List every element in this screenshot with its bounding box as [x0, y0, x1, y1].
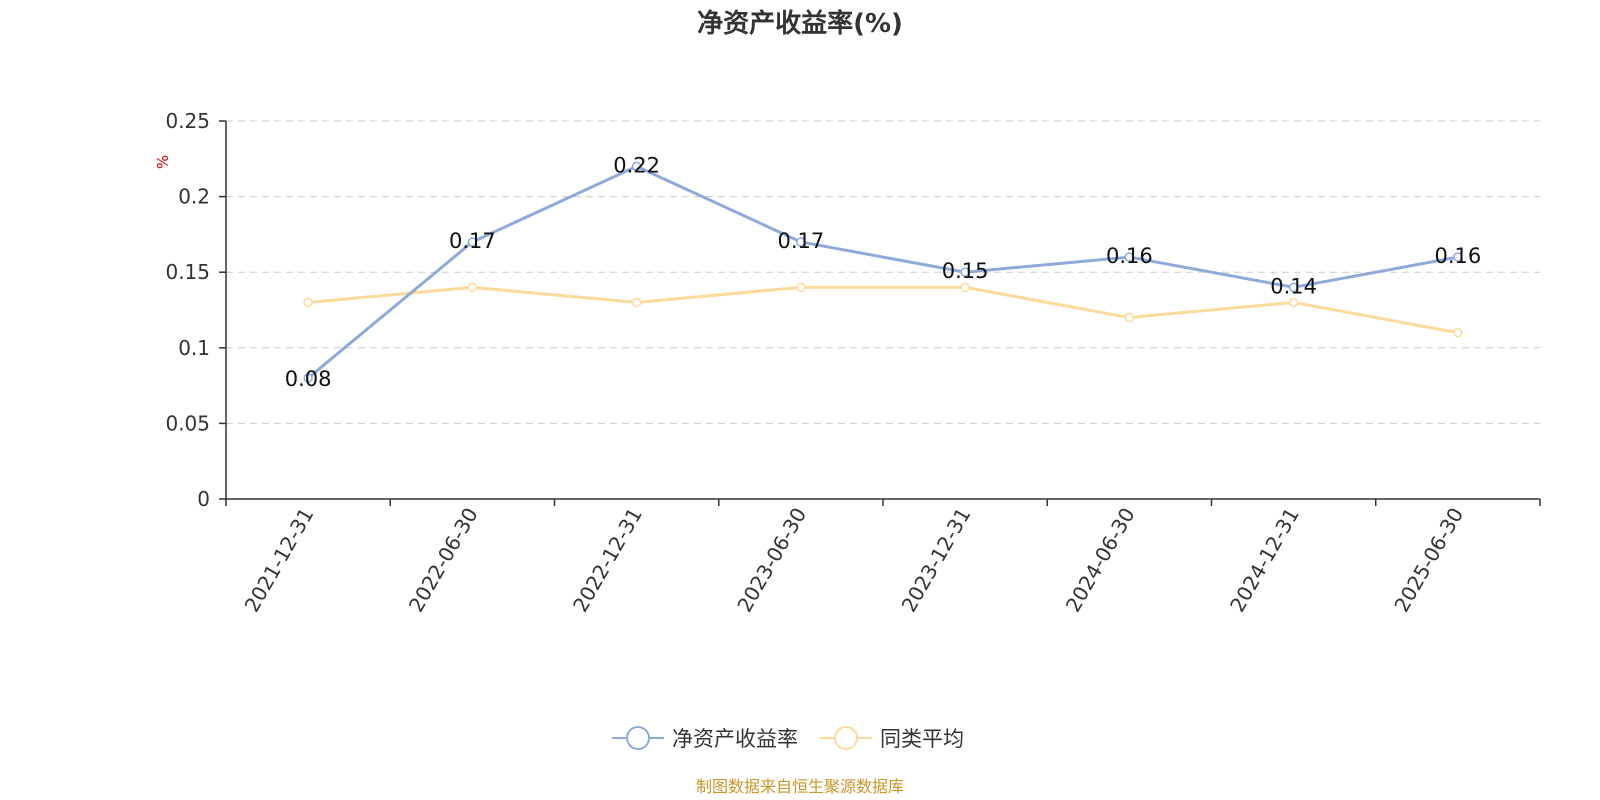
- axes: 0 0.05 0.1 0.15 0.2 0.25 2021-12-31 2022-06-30 2…: [165, 109, 1541, 617]
- legend-marker: [834, 726, 858, 750]
- data-point[interactable]: [467, 237, 478, 247]
- data-point[interactable]: [303, 373, 313, 383]
- data-point[interactable]: [1453, 252, 1463, 262]
- data-point[interactable]: [467, 282, 478, 293]
- data-label: 0.15: [942, 259, 989, 283]
- data-point[interactable]: [1288, 282, 1299, 293]
- grid-lines: [226, 120, 1540, 424]
- data-labels: 0.08 0.17 0.22 0.17 0.15 0.16 0.14 0.16: [285, 153, 1482, 391]
- data-label: 0.14: [1270, 274, 1317, 298]
- data-label: 0.16: [1434, 244, 1481, 268]
- data-point[interactable]: [796, 282, 806, 293]
- x-tick-label: 2022-06-30: [404, 504, 483, 617]
- x-tick-label: 2024-12-31: [1225, 504, 1304, 617]
- x-tick-label: 2021-12-31: [240, 504, 319, 617]
- data-point[interactable]: [303, 297, 313, 308]
- data-point[interactable]: [631, 161, 642, 172]
- series-line: [307, 164, 1459, 380]
- source-note: 制图数据来自恒生聚源数据库: [696, 777, 904, 796]
- series-lines: [303, 161, 1463, 383]
- legend-label: 净资产收益率: [672, 727, 798, 751]
- legend-label: 同类平均: [880, 727, 964, 751]
- data-point[interactable]: [1288, 297, 1299, 308]
- legend[interactable]: 净资产收益率 同类平均: [612, 726, 964, 751]
- y-axis-unit-label: %: [154, 155, 172, 169]
- data-label: 0.08: [285, 367, 332, 391]
- y-tick-label: 0: [197, 487, 210, 511]
- y-tick-label: 0.25: [165, 109, 210, 133]
- series-line: [307, 285, 1459, 335]
- chart-title: 净资产收益率(%): [697, 8, 903, 39]
- x-tick-label: 2023-12-31: [897, 504, 976, 617]
- x-tick-label: 2023-06-30: [732, 504, 811, 617]
- data-point[interactable]: [1124, 252, 1135, 262]
- data-point[interactable]: [1124, 312, 1135, 323]
- legend-marker: [626, 726, 650, 750]
- data-point[interactable]: [960, 267, 970, 277]
- data-label: 0.22: [613, 153, 660, 177]
- data-point[interactable]: [960, 282, 970, 293]
- x-tick-label: 2025-06-30: [1389, 504, 1468, 617]
- x-tick-label: 2022-12-31: [568, 504, 647, 617]
- y-tick-label: 0.05: [165, 411, 210, 435]
- x-tick-label: 2024-06-30: [1061, 504, 1140, 617]
- legend-item[interactable]: 净资产收益率: [612, 726, 798, 751]
- data-point[interactable]: [796, 237, 806, 247]
- data-point[interactable]: [1453, 327, 1463, 338]
- y-tick-label: 0.2: [178, 185, 210, 209]
- y-tick-label: 0.15: [165, 260, 210, 284]
- data-label: 0.17: [777, 229, 824, 253]
- legend-item[interactable]: 同类平均: [820, 726, 964, 751]
- data-label: 0.16: [1106, 244, 1153, 268]
- data-label: 0.17: [449, 229, 496, 253]
- y-tick-label: 0.1: [178, 336, 210, 360]
- data-point[interactable]: [631, 297, 642, 308]
